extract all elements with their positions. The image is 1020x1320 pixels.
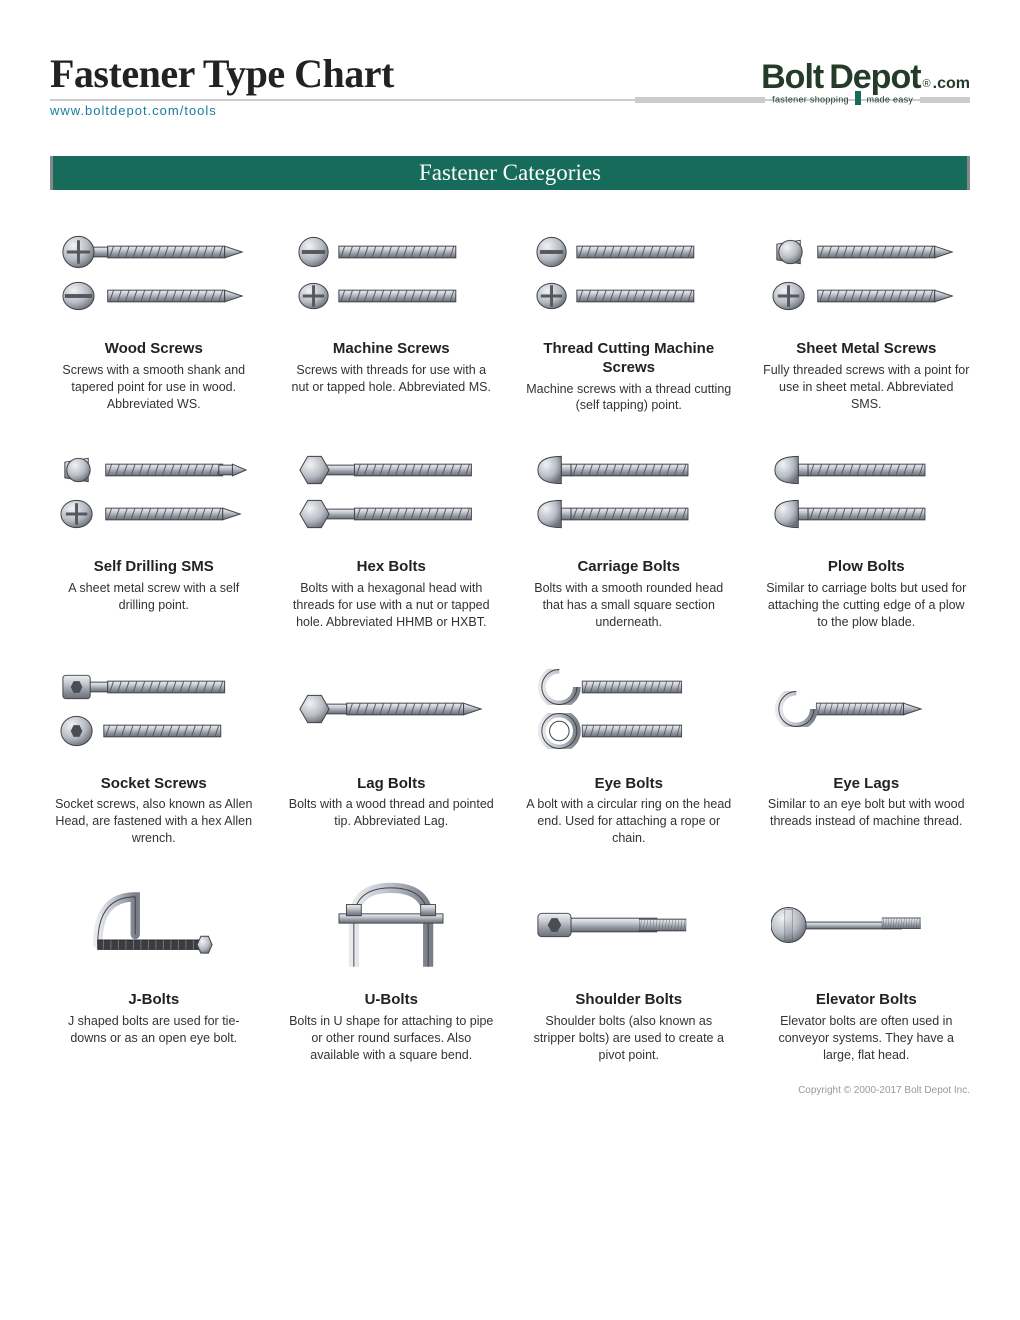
fastener-desc: A bolt with a circular ring on the head … xyxy=(525,796,733,847)
fastener-name: Plow Bolts xyxy=(763,558,971,577)
fastener-name: Carriage Bolts xyxy=(525,558,733,577)
fastener-name: U-Bolts xyxy=(288,991,496,1010)
fastener-illustration xyxy=(50,432,258,552)
fastener-desc: Bolts in U shape for attaching to pipe o… xyxy=(288,1013,496,1064)
fastener-name: Lag Bolts xyxy=(288,775,496,794)
fastener-grid: Wood Screws Screws with a smooth shank a… xyxy=(50,214,970,1063)
fastener-desc: Socket screws, also known as Allen Head,… xyxy=(50,796,258,847)
fastener-desc: Similar to an eye bolt but with wood thr… xyxy=(763,796,971,830)
fastener-illustration xyxy=(763,865,971,985)
fastener-item-lag: Lag Bolts Bolts with a wood thread and p… xyxy=(288,649,496,847)
fastener-item-ubolt: U-Bolts Bolts in U shape for attaching t… xyxy=(288,865,496,1063)
fastener-name: Wood Screws xyxy=(50,340,258,359)
logo-word-1: Bolt xyxy=(761,58,823,96)
logo-dotcom: .com xyxy=(933,75,970,92)
fastener-illustration xyxy=(288,649,496,769)
fastener-item-carriage: Carriage Bolts Bolts with a smooth round… xyxy=(525,432,733,630)
fastener-name: Thread Cutting Machine Screws xyxy=(525,340,733,378)
fastener-name: Eye Bolts xyxy=(525,775,733,794)
fastener-item-eyelag: Eye Lags Similar to an eye bolt but with… xyxy=(763,649,971,847)
fastener-desc: Bolts with a wood thread and pointed tip… xyxy=(288,796,496,830)
fastener-item-sms: Sheet Metal Screws Fully threaded screws… xyxy=(763,214,971,414)
fastener-desc: Similar to carriage bolts but used for a… xyxy=(763,580,971,631)
fastener-illustration xyxy=(50,649,258,769)
fastener-name: Eye Lags xyxy=(763,775,971,794)
fastener-desc: Screws with a smooth shank and tapered p… xyxy=(50,362,258,413)
fastener-name: Socket Screws xyxy=(50,775,258,794)
fastener-illustration xyxy=(525,865,733,985)
fastener-item-elevator: Elevator Bolts Elevator bolts are often … xyxy=(763,865,971,1063)
section-bar: Fastener Categories xyxy=(50,156,970,190)
fastener-illustration xyxy=(525,649,733,769)
fastener-desc: Machine screws with a thread cutting (se… xyxy=(525,381,733,415)
fastener-desc: Bolts with a smooth rounded head that ha… xyxy=(525,580,733,631)
fastener-name: Sheet Metal Screws xyxy=(763,340,971,359)
fastener-item-wood: Wood Screws Screws with a smooth shank a… xyxy=(50,214,258,414)
fastener-illustration xyxy=(763,214,971,334)
fastener-item-threadcut: Thread Cutting Machine Screws Machine sc… xyxy=(525,214,733,414)
fastener-name: Self Drilling SMS xyxy=(50,558,258,577)
logo-reg-icon: ® xyxy=(923,78,931,90)
logo-tagline: fastener shopping made easy xyxy=(635,93,970,107)
fastener-name: Elevator Bolts xyxy=(763,991,971,1010)
brand-logo: Bolt Depot ® .com fastener shopping made… xyxy=(635,58,970,107)
logo-divider-icon xyxy=(855,91,861,105)
fastener-name: Hex Bolts xyxy=(288,558,496,577)
fastener-name: Shoulder Bolts xyxy=(525,991,733,1010)
logo-word-2: Depot xyxy=(829,58,920,96)
fastener-item-hex: Hex Bolts Bolts with a hexagonal head wi… xyxy=(288,432,496,630)
fastener-illustration xyxy=(50,214,258,334)
fastener-illustration xyxy=(288,214,496,334)
fastener-desc: Fully threaded screws with a point for u… xyxy=(763,362,971,413)
copyright: Copyright © 2000-2017 Bolt Depot Inc. xyxy=(50,1085,970,1096)
fastener-item-machine: Machine Screws Screws with threads for u… xyxy=(288,214,496,414)
fastener-illustration xyxy=(525,432,733,552)
fastener-illustration xyxy=(288,432,496,552)
fastener-illustration xyxy=(288,865,496,985)
fastener-illustration xyxy=(525,214,733,334)
fastener-item-selfdrill: Self Drilling SMS A sheet metal screw wi… xyxy=(50,432,258,630)
fastener-item-plow: Plow Bolts Similar to carriage bolts but… xyxy=(763,432,971,630)
fastener-item-shoulder: Shoulder Bolts Shoulder bolts (also know… xyxy=(525,865,733,1063)
fastener-illustration xyxy=(763,649,971,769)
fastener-desc: Bolts with a hexagonal head with threads… xyxy=(288,580,496,631)
fastener-item-jbolt: J-Bolts J shaped bolts are used for tie-… xyxy=(50,865,258,1063)
fastener-illustration xyxy=(763,432,971,552)
page-header: Fastener Type Chart Bolt Depot ® .com fa… xyxy=(50,50,970,118)
tagline-left: fastener shopping xyxy=(772,94,849,104)
fastener-desc: J shaped bolts are used for tie-downs or… xyxy=(50,1013,258,1047)
fastener-desc: Shoulder bolts (also known as stripper b… xyxy=(525,1013,733,1064)
fastener-name: J-Bolts xyxy=(50,991,258,1010)
tagline-right: made easy xyxy=(866,94,913,104)
fastener-desc: Elevator bolts are often used in conveyo… xyxy=(763,1013,971,1064)
fastener-desc: A sheet metal screw with a self drilling… xyxy=(50,580,258,614)
fastener-desc: Screws with threads for use with a nut o… xyxy=(288,362,496,396)
fastener-name: Machine Screws xyxy=(288,340,496,359)
fastener-item-eyebolt: Eye Bolts A bolt with a circular ring on… xyxy=(525,649,733,847)
fastener-item-socket: Socket Screws Socket screws, also known … xyxy=(50,649,258,847)
fastener-illustration xyxy=(50,865,258,985)
